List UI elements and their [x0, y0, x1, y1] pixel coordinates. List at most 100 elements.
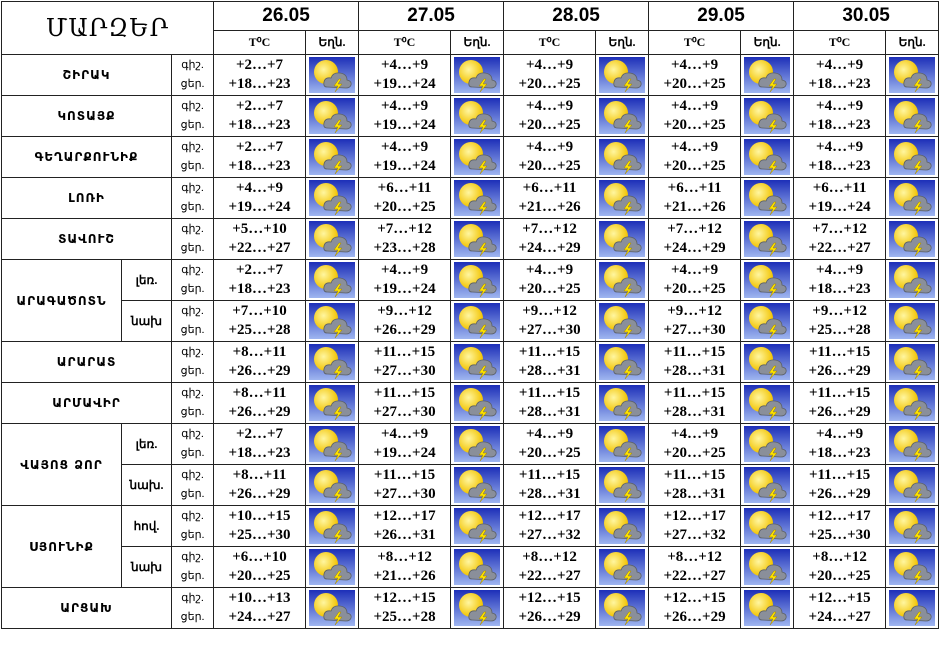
night-temp: +10…+15 [228, 508, 291, 524]
night-temp: +4…+9 [816, 139, 864, 155]
temperature: +7…+10 +25…+28 [213, 300, 307, 342]
day-temp: +23…+28 [373, 240, 436, 256]
weather-icon [744, 262, 790, 298]
period-labels: գիշ. ցեր. [170, 218, 215, 260]
night-temp: +4…+9 [671, 426, 719, 442]
weather-icon [599, 303, 645, 339]
period-label: գիշ. [181, 59, 204, 71]
weather-icon [454, 549, 500, 585]
night-temp: +4…+9 [671, 57, 719, 73]
day-temp: +25…+28 [808, 322, 871, 338]
temperature: +11…+15 +26…+29 [793, 464, 887, 506]
day-temp: +20…+25 [663, 158, 726, 174]
date: 26.05 [213, 1, 360, 31]
date: 29.05 [648, 1, 795, 31]
temperature: +12…+17 +27…+32 [503, 505, 597, 547]
day-temp: +20…+25 [518, 158, 581, 174]
day-temp: +26…+29 [228, 486, 291, 502]
temperature: +4…+9 +20…+25 [503, 259, 597, 301]
region-name: ՏԱՎՈՒՇ [1, 218, 172, 260]
temperature: +8…+11 +26…+29 [213, 464, 307, 506]
date: 27.05 [358, 1, 505, 31]
weather-icon [454, 57, 500, 93]
weather-cell [305, 546, 360, 588]
period-labels: գիշ. ցեր. [170, 423, 215, 465]
day-temp: +21…+26 [663, 199, 726, 215]
period-labels: գիշ. ցեր. [170, 177, 215, 219]
period-label: ցեր. [180, 201, 205, 213]
period-label: ցեր. [180, 160, 205, 172]
day-temp: +20…+25 [518, 281, 581, 297]
night-temp: +6…+11 [377, 180, 432, 196]
temp-header: T⁰C [213, 30, 307, 55]
weather-icon [599, 508, 645, 544]
night-temp: +11…+15 [663, 385, 726, 401]
day-temp: +18…+23 [808, 76, 871, 92]
temperature: +12…+17 +26…+31 [358, 505, 452, 547]
night-temp: +8…+11 [232, 385, 287, 401]
subregion: հով. [121, 505, 172, 547]
weather-icon [889, 98, 935, 134]
weather-header: Եղն. [305, 30, 360, 55]
night-temp: +6…+11 [812, 180, 867, 196]
period-label: գիշ. [181, 264, 204, 276]
night-temp: +11…+15 [518, 385, 581, 401]
weather-cell [450, 136, 505, 178]
weather-icon [309, 467, 355, 503]
weather-icon [744, 139, 790, 175]
weather-header: Եղն. [595, 30, 650, 55]
weather-icon [889, 385, 935, 421]
subregion: նախ [121, 546, 172, 588]
weather-icon [599, 180, 645, 216]
day-temp: +25…+30 [808, 527, 871, 543]
weather-cell [740, 177, 795, 219]
period-label: ցեր. [180, 406, 205, 418]
period-label: գիշ. [181, 428, 204, 440]
temperature: +11…+15 +27…+30 [358, 382, 452, 424]
period-labels: գիշ. ցեր. [170, 54, 215, 96]
subregion: նախ [121, 300, 172, 342]
temperature: +4…+9 +19…+24 [358, 54, 452, 96]
night-temp: +12…+15 [808, 590, 871, 606]
weather-cell [305, 218, 360, 260]
temperature: +4…+9 +20…+25 [648, 54, 742, 96]
weather-icon [744, 98, 790, 134]
temperature: +12…+15 +26…+29 [648, 587, 742, 629]
weather-cell [450, 464, 505, 506]
weather-icon [599, 426, 645, 462]
period-label: ցեր. [180, 119, 205, 131]
subregion: լեռ. [121, 259, 172, 301]
temperature: +10…+13 +24…+27 [213, 587, 307, 629]
day-temp: +18…+23 [228, 76, 291, 92]
region-row: ԱՐԱԳԱԾՈՏՆ լեռ. գիշ. ցեր. +2…+7 +18…+23 +4…+9 +1… [1, 259, 940, 342]
region-row: ԿՈՏԱՅՔ գիշ. ցեր. +2…+7 +18…+23 +4…+9 +19…+24 +4… [1, 95, 940, 137]
weather-cell [740, 95, 795, 137]
night-temp: +4…+9 [525, 57, 574, 73]
temperature: +4…+9 +19…+24 [213, 177, 307, 219]
temperature: +11…+15 +26…+29 [793, 341, 887, 383]
temperature: +8…+12 +20…+25 [793, 546, 887, 588]
period-label: գիշ. [181, 469, 204, 481]
night-temp: +10…+13 [228, 590, 291, 606]
weather-cell [740, 341, 795, 383]
weather-icon [599, 467, 645, 503]
day-temp: +20…+25 [808, 568, 871, 584]
day-temp: +24…+27 [808, 609, 871, 625]
temperature: +12…+15 +25…+28 [358, 587, 452, 629]
day-temp: +21…+26 [518, 199, 581, 215]
weather-icon [744, 508, 790, 544]
weather-cell [305, 423, 360, 465]
night-temp: +12…+17 [518, 508, 581, 524]
day-temp: +20…+25 [663, 445, 726, 461]
weather-cell [305, 177, 360, 219]
day-temp: +18…+23 [228, 117, 291, 133]
temperature: +8…+11 +26…+29 [213, 341, 307, 383]
weather-cell [885, 505, 940, 547]
night-temp: +4…+9 [816, 426, 864, 442]
weather-icon [889, 139, 935, 175]
night-temp: +4…+9 [380, 426, 429, 442]
day-temp: +28…+31 [518, 486, 581, 502]
weather-cell [885, 54, 940, 96]
day-temp: +27…+32 [663, 527, 726, 543]
night-temp: +11…+15 [663, 467, 726, 483]
